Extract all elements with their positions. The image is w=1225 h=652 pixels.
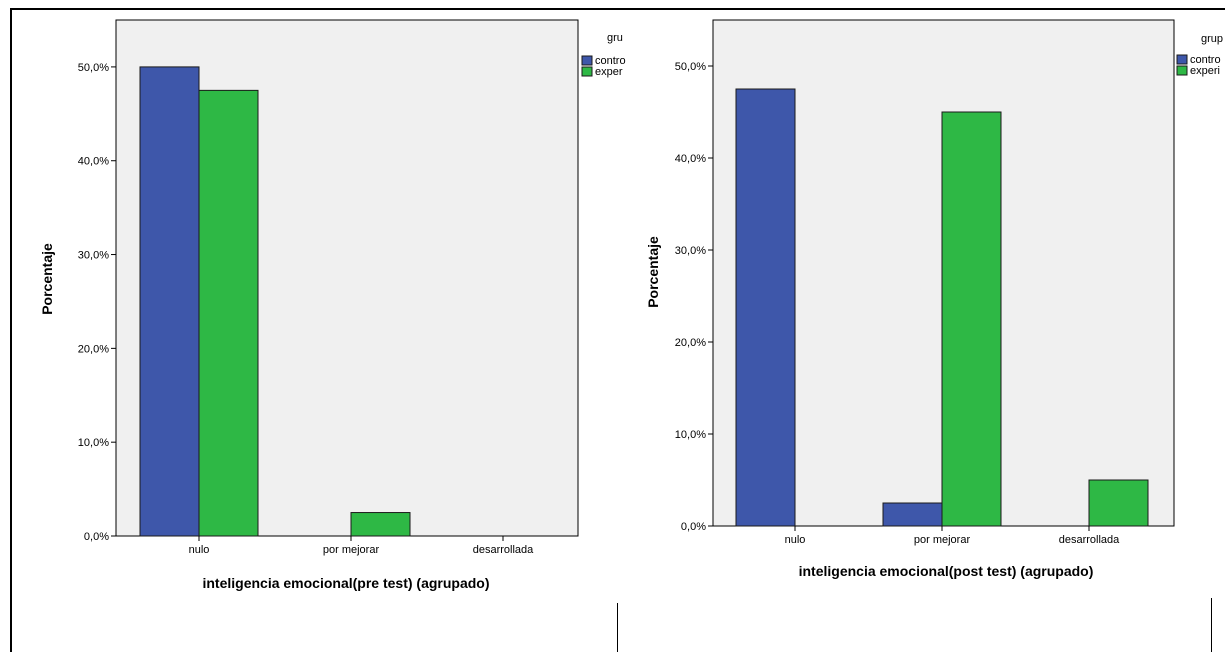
bar-contro-nulo (735, 88, 796, 527)
legend-swatch-experi (1176, 65, 1188, 76)
frame-border-top (10, 8, 1225, 10)
y-tick-label: 10,0% (675, 429, 706, 441)
y-axis-title: Porcentaje (39, 243, 55, 315)
legend-label-contro: contro (595, 55, 626, 67)
bar-experi-desarrollada (1088, 479, 1149, 527)
y-axis-title: Porcentaje (645, 236, 661, 308)
y-tick-label: 50,0% (78, 62, 109, 74)
y-tick-label: 30,0% (675, 245, 706, 257)
x-tick-label: por mejorar (914, 534, 971, 546)
y-tick-label: 30,0% (78, 250, 109, 262)
x-axis-title: inteligencia emocional(pre test) (agrupa… (202, 575, 489, 591)
x-tick-label: desarrollada (1059, 534, 1120, 546)
y-tick-label: 0,0% (681, 521, 706, 533)
bar-exper-nulo (198, 89, 259, 537)
x-tick-label: por mejorar (323, 544, 380, 556)
y-tick-label: 10,0% (78, 437, 109, 449)
frame-border-left (10, 8, 12, 652)
chart-post-test: 0,0% 10,0% 20,0% 30,0% 40,0% 50,0% nulo por mej… (645, 19, 1223, 579)
x-tick-label: desarrollada (473, 544, 534, 556)
y-tick-label: 20,0% (675, 337, 706, 349)
legend-swatch-contro (581, 55, 593, 66)
frame-divider-left (617, 603, 618, 652)
legend-label-contro: contro (1190, 54, 1221, 66)
legend-label-experi: experi (1190, 65, 1220, 77)
x-axis-title: inteligencia emocional(post test) (agrup… (799, 563, 1094, 579)
legend-title: grup (1201, 33, 1223, 45)
x-tick-label: nulo (189, 544, 210, 556)
y-tick-label: 50,0% (675, 61, 706, 73)
bar-experi-por-mejorar (941, 111, 1002, 527)
y-tick-label: 40,0% (675, 153, 706, 165)
y-tick-label: 0,0% (84, 531, 109, 543)
legend-title: gru (607, 32, 623, 44)
y-tick-label: 20,0% (78, 343, 109, 355)
chart-pre-test: 0,0% 10,0% 20,0% 30,0% 40,0% 50,0% nulo por mej… (39, 19, 626, 591)
legend-label-exper: exper (595, 66, 623, 78)
bar-contro-nulo (139, 66, 200, 537)
y-tick-label: 40,0% (78, 156, 109, 168)
frame-divider-right (1211, 598, 1212, 652)
x-tick-label: nulo (785, 534, 806, 546)
legend-swatch-contro (1176, 54, 1188, 65)
legend-swatch-exper (581, 66, 593, 77)
bar-contro-por-mejorar (882, 502, 943, 527)
bar-exper-por-mejorar (350, 512, 411, 537)
